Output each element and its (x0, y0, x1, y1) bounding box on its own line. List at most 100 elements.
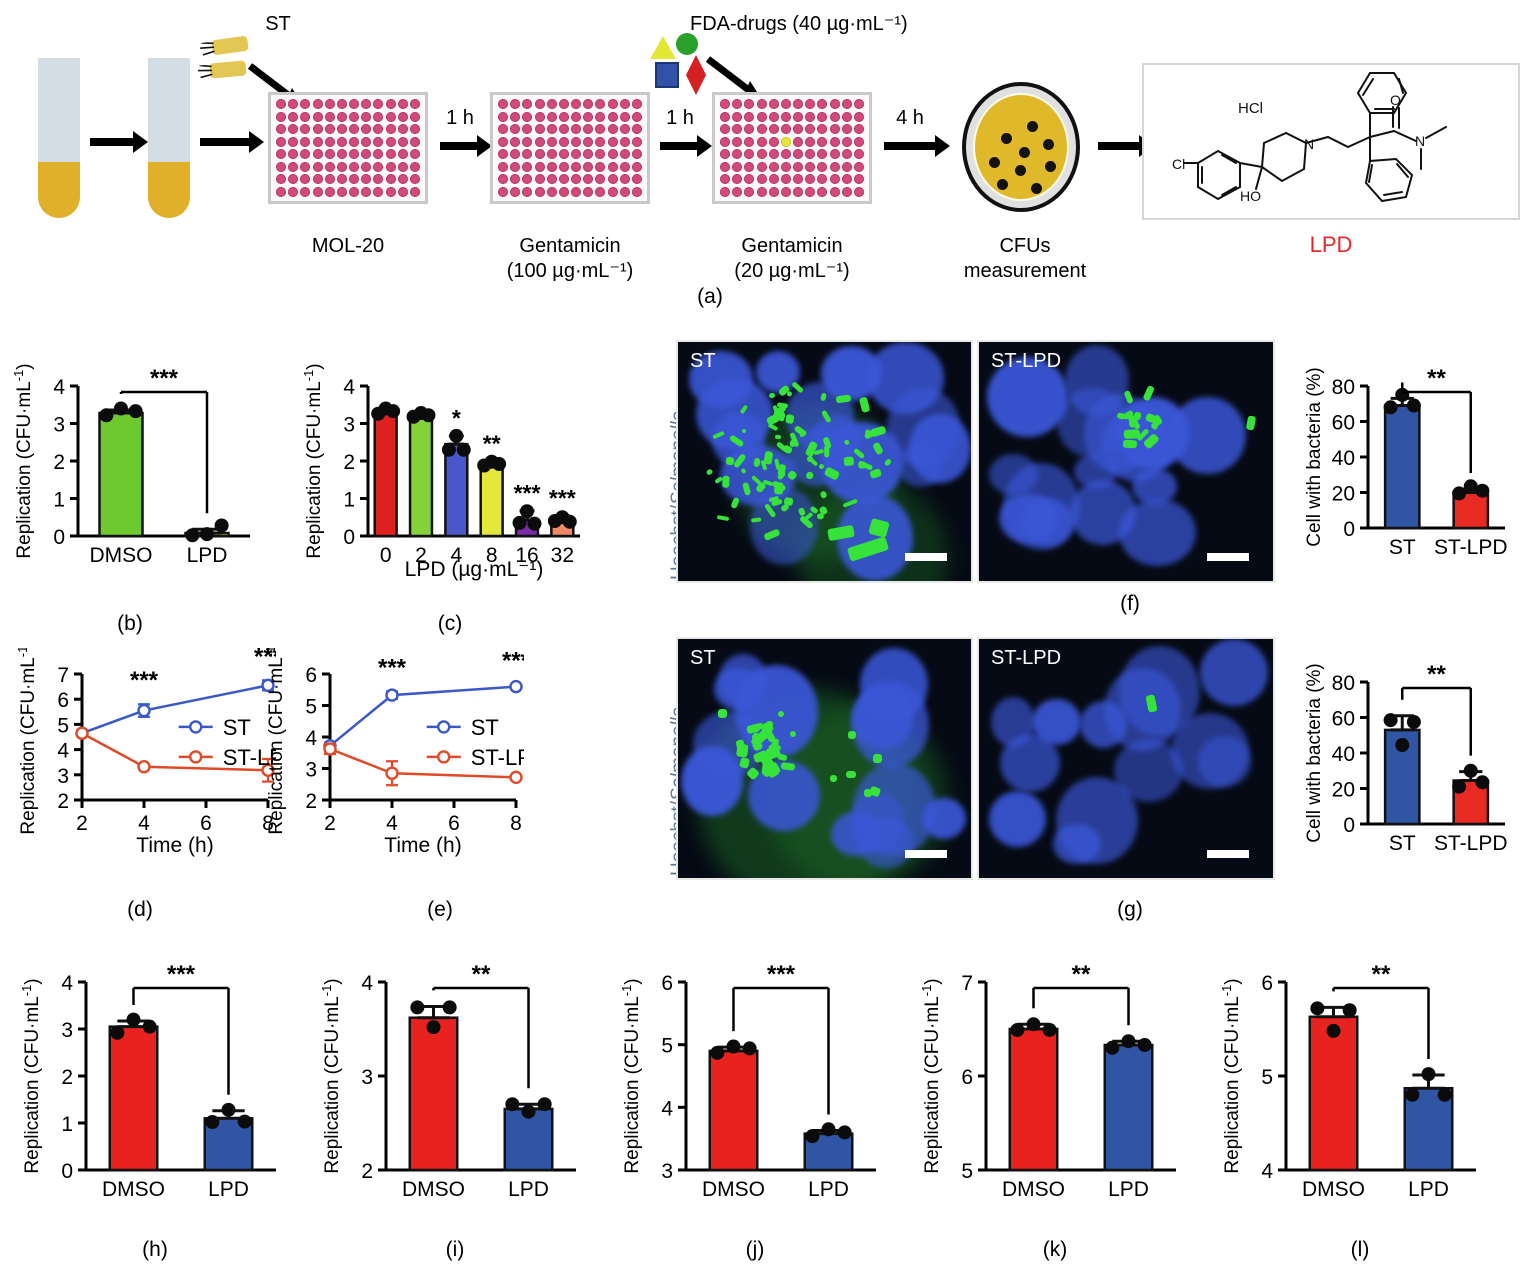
microplate-mol20 (268, 92, 428, 204)
plate-well (841, 136, 852, 147)
micrograph-f-st-lpd: ST-LPD (977, 340, 1275, 583)
data-point (1383, 400, 1398, 415)
plate-well (534, 124, 545, 135)
bar (1403, 1086, 1454, 1172)
plate-well (744, 136, 755, 147)
chart-svg: 0 1 2 3 4 Replication (CFU·mL-1) DMSO LPD *** (11, 363, 250, 567)
data-point (261, 763, 275, 777)
colony (1043, 139, 1054, 150)
chart-svg: 2 3 4 Replication (CFU·mL-1) DMSO LPD ** (319, 961, 576, 1201)
cell-nucleus (866, 342, 944, 414)
plate-well (583, 149, 594, 160)
plate-well (324, 111, 335, 122)
cell-nucleus (1064, 344, 1130, 416)
tube-broth (38, 162, 80, 218)
cell-nucleus (1103, 668, 1181, 752)
y-tick-label: 5 (57, 714, 69, 737)
x-tick-label: LPD (1408, 1178, 1449, 1201)
plate-well (312, 161, 323, 172)
x-tick-label: 4 (138, 812, 150, 835)
plate-well (349, 99, 360, 109)
plate-well (607, 99, 618, 109)
cell-nucleus (986, 356, 1069, 437)
x-tick-label: ST-LPD (1434, 832, 1508, 855)
salmonella-icon-1 (200, 35, 249, 56)
y-tick-label: 3 (343, 414, 355, 437)
y-tick-label: 0 (53, 526, 65, 549)
salmonella-bacterium (778, 711, 784, 717)
plate-row (498, 174, 642, 185)
plate-well (522, 174, 533, 185)
data-point (1310, 1001, 1325, 1016)
plate-well (510, 111, 521, 122)
legend-label: ST (471, 715, 499, 740)
colony (989, 157, 1000, 168)
panel-letter-k: (k) (1042, 1238, 1068, 1261)
data-point (805, 1129, 820, 1144)
plate-well (583, 111, 594, 122)
plate-well (397, 149, 408, 160)
y-tick-label: 60 (1332, 708, 1355, 731)
significance-label: ** (483, 430, 501, 456)
x-axis-title: Time (h) (384, 834, 461, 857)
plate-well (841, 161, 852, 172)
flagella-icon (197, 64, 213, 79)
data-point (137, 760, 151, 774)
plate-well (288, 161, 299, 172)
plate-well (373, 186, 384, 197)
plate-well (397, 111, 408, 122)
y-axis-title: Replication (CFU·mL-1) (619, 978, 644, 1173)
plate-well (546, 149, 557, 160)
circle-drug-icon (676, 33, 698, 55)
plate-row (498, 99, 642, 109)
salmonella-bacterium (1122, 439, 1137, 448)
plate-well (558, 161, 569, 172)
plate-well (385, 149, 396, 160)
scale-bar (905, 553, 947, 561)
plate-well (534, 111, 545, 122)
cell-nucleus (719, 654, 767, 704)
plate-well (720, 136, 730, 147)
data-point (710, 1045, 725, 1060)
panel-letter-i: (i) (445, 1238, 465, 1261)
plate-well (607, 111, 618, 122)
plate-well (312, 186, 323, 197)
plate-well (619, 99, 630, 109)
cell-nucleus (680, 745, 744, 816)
plate-well (853, 111, 864, 122)
salmonella-bacterium (752, 457, 761, 467)
plate-well (324, 149, 335, 160)
plate-well (522, 136, 533, 147)
cell-nucleus (1200, 639, 1269, 706)
data-point (492, 457, 507, 471)
plate-well (312, 149, 323, 160)
data-point (421, 408, 436, 423)
plate-well (558, 124, 569, 135)
n-atom-label-2: N (1415, 133, 1425, 149)
plate-well (498, 174, 508, 185)
plate-well (720, 149, 730, 160)
plate-well (829, 149, 840, 160)
bar (708, 1049, 759, 1172)
plate-well (409, 124, 420, 135)
significance-label: *** (549, 485, 576, 511)
bar (1383, 404, 1421, 530)
plate-well (631, 111, 642, 122)
plate-well (583, 186, 594, 197)
colony (997, 179, 1008, 190)
x-tick-label: ST-LPD (1434, 536, 1508, 559)
petri-dish (962, 82, 1080, 212)
salmonella-bacterium (843, 456, 854, 467)
plate-well (805, 111, 816, 122)
y-axis-title: Replication (CFU·mL-1) (11, 363, 36, 558)
triangle-drug-icon (650, 36, 676, 59)
flow-arrow-2 (200, 131, 264, 153)
plate-well (595, 149, 606, 160)
plate-well (619, 174, 630, 185)
significance-label: *** (514, 480, 541, 506)
plate-well (571, 149, 582, 160)
plate-well (276, 136, 286, 147)
y-tick-label: 7 (57, 664, 69, 687)
plate-well (546, 99, 557, 109)
micrograph-tag: ST (690, 350, 716, 372)
